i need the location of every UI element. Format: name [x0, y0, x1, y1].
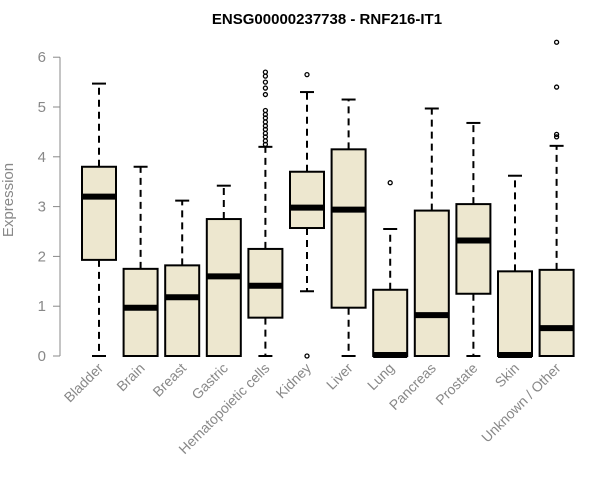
outlier-4-14 [262, 69, 269, 75]
box-0 [81, 82, 117, 357]
y-tick-label-1: 1 [38, 298, 46, 315]
box-rect-3 [205, 218, 242, 357]
y-tick-label-6: 6 [38, 49, 46, 66]
box-rect-2 [164, 264, 201, 358]
x-tick-label-6: Liver [323, 360, 356, 393]
box-9 [455, 121, 492, 357]
box-10 [497, 174, 533, 359]
x-tick-label-11: Unknown / Other [478, 360, 564, 446]
box-5 [289, 71, 325, 359]
x-tick-label-7: Lung [364, 360, 397, 393]
x-tick-label-0: Bladder [61, 360, 107, 406]
y-axis-label: Expression [0, 163, 17, 237]
outlier-11-0 [553, 134, 560, 140]
y-axis: 0 1 2 3 4 5 6 [38, 49, 61, 365]
outlier-5-1 [304, 71, 310, 78]
box-rect-0 [81, 165, 117, 261]
box-rect-6 [330, 148, 367, 309]
outlier-7-0 [387, 180, 393, 186]
box-rect-8 [413, 209, 450, 357]
box-rect-1 [122, 267, 159, 358]
y-tick-label-4: 4 [38, 149, 46, 166]
y-tick-label-0: 0 [38, 348, 46, 365]
x-tick-label-10: Skin [492, 360, 523, 391]
x-tick-label-1: Brain [113, 360, 147, 394]
box-rect-11 [538, 268, 575, 358]
outlier-4-9 [262, 107, 269, 114]
box-rect-9 [455, 203, 492, 295]
box-3 [205, 184, 242, 357]
x-tick-label-9: Prostate [432, 360, 480, 408]
box-2 [164, 199, 201, 358]
chart-title: ENSG00000237738 - RNF216-IT1 [212, 11, 442, 28]
outlier-11-2 [553, 84, 560, 90]
outlier-4-11 [262, 85, 269, 91]
box-1 [122, 165, 159, 358]
plot-area [81, 39, 575, 359]
box-7 [372, 180, 409, 359]
outlier-11-3 [553, 39, 560, 45]
box-11 [538, 39, 575, 358]
box-4 [247, 69, 284, 357]
x-tick-label-5: Kidney [273, 360, 315, 402]
box-rect-7 [372, 288, 409, 357]
outlier-5-0 [304, 353, 310, 359]
outlier-11-1 [553, 131, 560, 138]
y-tick-label-3: 3 [38, 199, 46, 216]
outlier-4-10 [262, 91, 269, 98]
box-6 [330, 98, 367, 357]
y-tick-label-2: 2 [38, 248, 46, 265]
box-8 [413, 107, 450, 357]
box-rect-10 [497, 270, 533, 357]
outlier-4-12 [262, 79, 269, 85]
y-tick-label-5: 5 [38, 99, 46, 116]
box-rect-5 [289, 170, 325, 230]
x-tick-label-2: Breast [149, 360, 189, 400]
